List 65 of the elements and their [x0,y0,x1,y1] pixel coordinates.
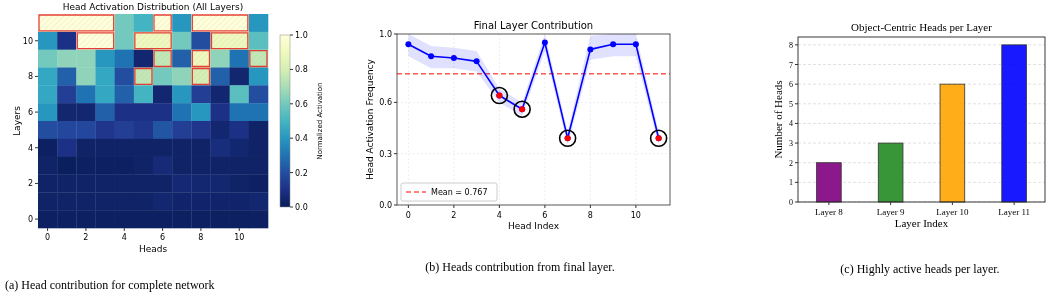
x-tick-label: Layer 9 [876,207,905,217]
bar [816,162,842,203]
y-tick-label: 6 [789,80,793,90]
x-tick-label: Layer 11 [998,207,1031,217]
x-tick-label: 10 [234,233,245,242]
y-tick-label: 0 [789,198,793,207]
point [587,46,594,53]
y-tick-label: 3 [789,139,793,149]
x-tick-label: 0 [405,211,411,220]
point [632,41,639,48]
chart-title: Head Activation Distribution (All Layers) [62,2,244,12]
y-tick-label: 10 [22,36,33,46]
color-bar-label: 0.6 [295,99,308,109]
x-tick-label: 0 [45,233,51,242]
y-tick-label: 1 [789,178,793,188]
color-bar-label: 0.8 [295,65,308,75]
color-bar-label: 0.2 [295,168,308,178]
x-tick-label: 10 [630,211,641,220]
x-tick-label: 6 [160,233,166,242]
x-tick-label: 2 [451,211,457,220]
x-tick-label: 8 [198,233,204,242]
y-tick-label: 0.6 [379,98,392,108]
chart-title: Final Layer Contribution [473,20,594,31]
y-tick-label: 7 [789,60,793,70]
color-bar-label: 1.0 [295,31,308,40]
y-tick-label: 0.3 [379,149,392,159]
point [450,54,457,61]
text: (b) Heads contribution from final layer. [425,260,615,274]
y-axis-title: Head Activation Frequency [365,58,375,180]
x-axis-title: Head Index [507,221,560,231]
y-tick-label: 4 [27,143,33,153]
bar [877,142,904,203]
x-tick-label: 8 [587,211,593,220]
y-tick-label: 6 [27,108,33,118]
x-tick-label: 4 [496,211,502,220]
y-tick-label: 5 [789,99,793,109]
point [610,41,617,48]
point [428,53,435,60]
x-tick-label: 6 [542,211,548,220]
y-axis-title: Layers [12,105,22,136]
color-bar-label: 0.4 [295,134,308,144]
y-tick-label: 2 [27,179,33,189]
y-tick-label: 1.0 [379,30,392,39]
bar [1001,44,1027,203]
y-tick-label: 8 [27,72,33,82]
x-tick-label: Layer 10 [936,207,969,217]
y-tick-label: 4 [789,119,793,129]
x-tick-label: 2 [83,233,89,242]
color-bar-label: 0.0 [295,203,308,212]
y-tick-label: 2 [789,158,793,168]
y-tick-label: 8 [789,40,793,50]
chart-title: Object-Centric Heads per Layer [851,21,993,33]
x-axis-title: Heads [138,244,168,254]
x-tick-label: Layer 8 [815,207,844,217]
point [541,39,548,46]
bar [939,83,966,203]
point [405,41,412,48]
text: (c) Highly active heads per layer. [840,262,1000,276]
text: (a) Head contribution for complete network [5,278,215,292]
legend-label: Mean = 0.767 [431,188,488,197]
y-tick-label: 0.0 [379,201,392,210]
x-tick-label: 4 [121,233,127,242]
y-axis-title: Number of Heads [772,80,784,159]
x-axis-title: Layer Index [894,217,949,229]
point [473,58,480,65]
